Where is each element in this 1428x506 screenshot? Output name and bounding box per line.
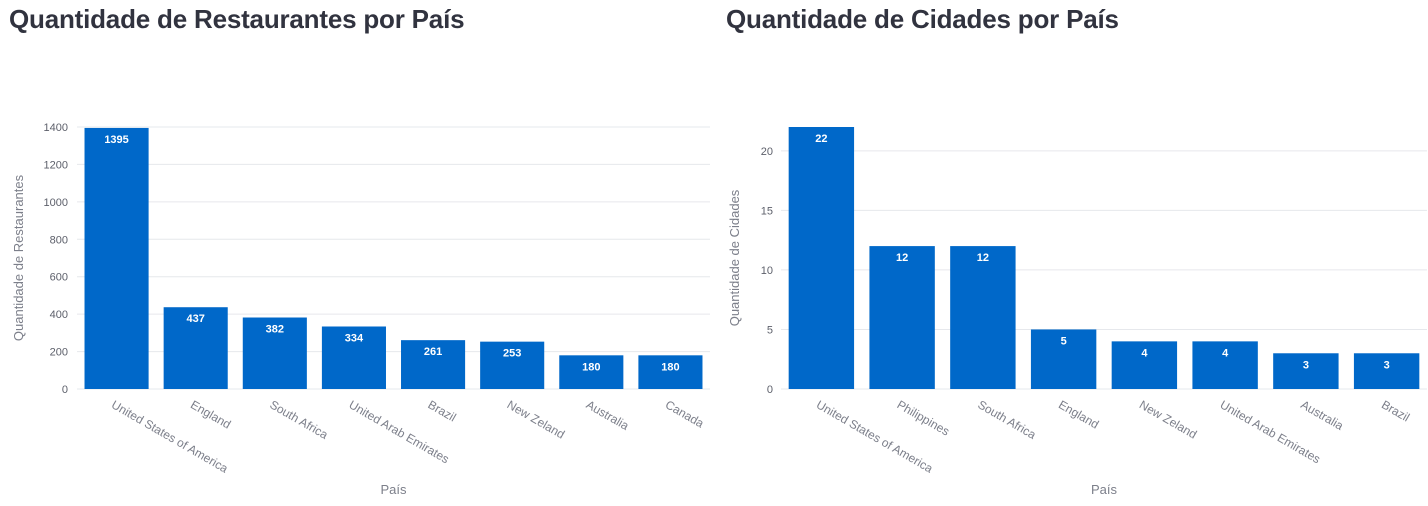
bar-value-label: 382 [266,324,284,336]
bar[interactable] [1353,353,1420,389]
bar-value-label: 334 [345,332,364,344]
x-tick-label: England [188,397,233,431]
y-tick-label: 600 [50,272,68,284]
y-tick-label: 15 [761,205,773,217]
bar-value-label: 180 [582,361,600,373]
bar-value-label: 4 [1141,347,1148,359]
bar[interactable] [638,355,703,389]
x-tick-label: England [1056,397,1101,431]
x-tick-label: Brazil [1379,397,1412,424]
bar[interactable] [84,127,149,389]
bar[interactable] [242,317,307,389]
cities-chart-panel: Quantidade de Cidades por País 0 5 10 15 20 Q… [714,0,1428,506]
y-tick-label: 1400 [44,122,68,134]
bar-value-label: 22 [815,133,827,145]
bar[interactable] [869,246,935,389]
x-tick-label: Australia [584,397,632,433]
y-tick-label: 400 [50,309,68,321]
y-tick-label: 1000 [44,197,68,209]
y-tick-label: 1200 [44,159,68,171]
bar-value-label: 12 [896,252,908,264]
y-tick-label: 0 [767,384,773,396]
y-tick-label: 800 [50,234,68,246]
bar[interactable] [163,307,228,389]
x-tick-label: Canada [663,397,707,430]
chart-title: Quantidade de Cidades por País [726,4,1119,34]
bar-value-label: 261 [424,346,442,358]
x-tick-label: Brazil [426,397,459,424]
bar-value-label: 1395 [104,134,128,146]
bar-value-label: 5 [1061,335,1067,347]
y-tick-label: 10 [761,265,773,277]
x-tick-label: South Africa [975,397,1038,442]
y-axis-label: Quantidade de Cidades [727,189,742,326]
bar[interactable] [788,127,855,389]
bar-value-label: 12 [977,252,989,264]
chart-title: Quantidade de Restaurantes por País [9,4,465,34]
x-axis-label: País [380,482,407,497]
restaurants-chart-panel: Quantidade de Restaurantes por País 0 200… [0,0,714,506]
bar[interactable] [321,326,386,389]
bar[interactable] [1192,341,1258,389]
bar[interactable] [480,341,545,389]
bar-value-label: 3 [1384,359,1390,371]
bar[interactable] [950,246,1016,389]
bar[interactable] [1273,353,1339,389]
bar-value-label: 253 [503,348,521,360]
x-tick-label: South Africa [267,397,330,442]
bar[interactable] [559,355,624,389]
y-tick-label: 0 [62,384,68,396]
x-tick-label: New Zeland [505,397,567,441]
bar[interactable] [1030,329,1097,389]
x-tick-label: New Zeland [1137,397,1199,441]
y-tick-label: 20 [761,146,773,158]
bar[interactable] [1111,341,1178,389]
bar-value-label: 4 [1222,347,1229,359]
bar-value-label: 437 [187,313,205,325]
x-tick-label: Philippines [895,397,952,438]
y-tick-label: 5 [767,324,773,336]
bar[interactable] [401,340,466,389]
bar-value-label: 3 [1303,359,1309,371]
x-axis-label: País [1091,482,1118,497]
x-tick-label: Australia [1298,397,1346,433]
y-axis-label: Quantidade de Restaurantes [11,174,26,341]
y-tick-label: 200 [50,347,68,359]
bar-value-label: 180 [661,361,679,373]
